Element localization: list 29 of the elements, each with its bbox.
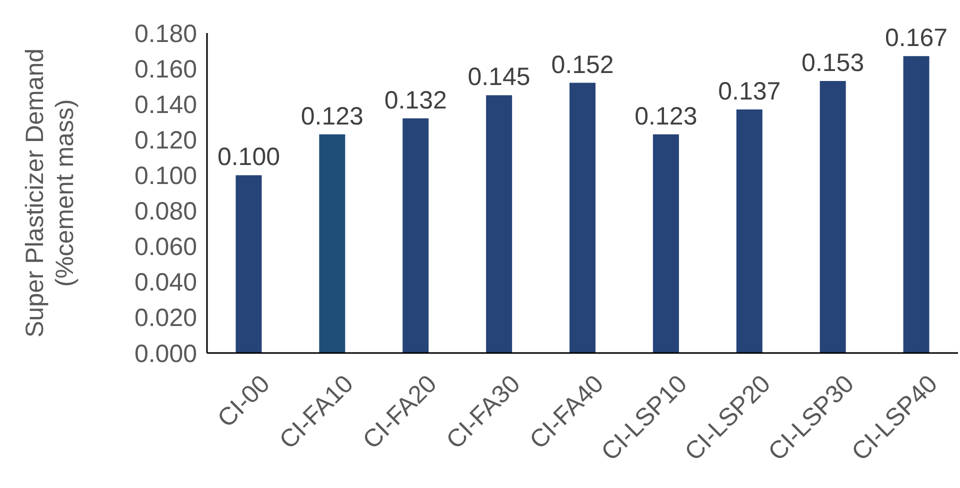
data-label: 0.100 xyxy=(217,143,280,172)
bar xyxy=(903,56,930,353)
bar xyxy=(820,81,846,353)
y-tick-label: 0.060 xyxy=(134,233,197,262)
y-axis-title: Super Plasticizer Demand (%cement mass) xyxy=(21,48,79,338)
data-label: 0.123 xyxy=(300,102,364,130)
data-label: 0.132 xyxy=(384,86,447,114)
data-label: 0.123 xyxy=(634,102,698,130)
bar xyxy=(570,82,596,353)
y-tick-label: 0.120 xyxy=(134,126,197,154)
data-label: 0.145 xyxy=(468,63,530,92)
data-label: 0.137 xyxy=(718,77,781,106)
y-tick-label: 0.180 xyxy=(134,20,197,48)
bar xyxy=(402,118,429,353)
y-tick-label: 0.100 xyxy=(134,162,197,190)
bar xyxy=(736,109,762,353)
bar xyxy=(486,95,512,353)
y-tick-label: 0.160 xyxy=(134,55,197,84)
y-tick-label: 0.140 xyxy=(134,90,197,119)
bar xyxy=(652,134,679,353)
bar xyxy=(319,134,346,353)
y-tick-label: 0.000 xyxy=(134,340,197,368)
y-tick-label: 0.020 xyxy=(134,304,197,332)
data-label: 0.152 xyxy=(551,50,614,79)
y-tick-label: 0.040 xyxy=(134,268,197,297)
bar xyxy=(236,175,262,353)
data-label: 0.167 xyxy=(884,24,948,52)
y-tick-label: 0.080 xyxy=(134,198,197,226)
data-label: 0.153 xyxy=(802,49,864,77)
